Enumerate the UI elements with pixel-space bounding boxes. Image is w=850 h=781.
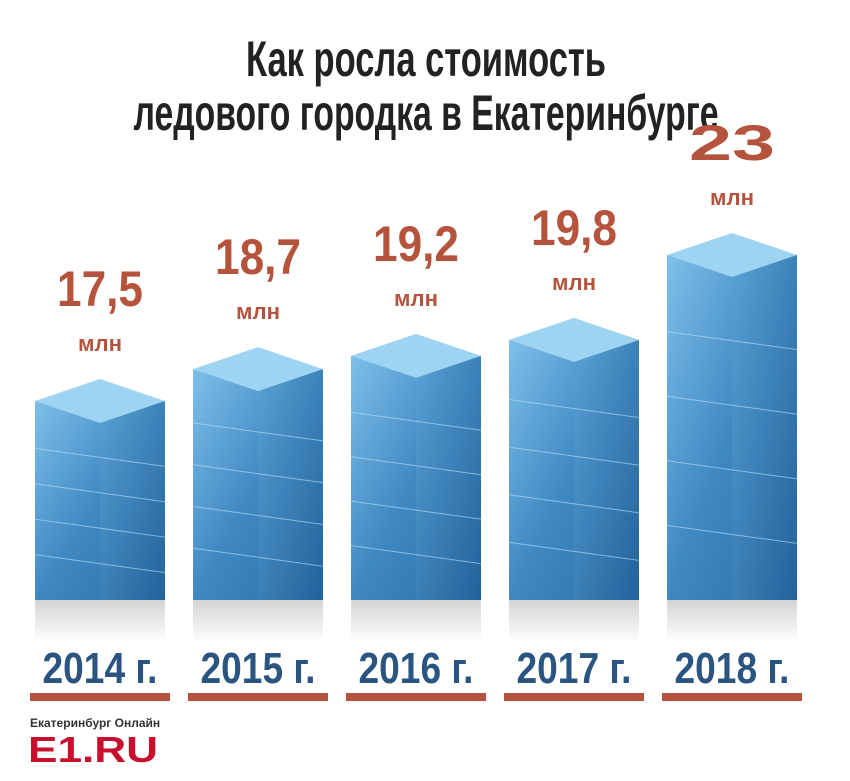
ice-crack bbox=[666, 331, 798, 351]
ice-crack bbox=[192, 547, 324, 567]
pedestal bbox=[351, 600, 481, 642]
x-tick-label: 2017 г. bbox=[517, 644, 632, 693]
ice-crack bbox=[666, 395, 798, 415]
value-label: 18,7 bbox=[215, 229, 301, 285]
bar-side bbox=[574, 339, 639, 600]
category-underline bbox=[346, 693, 486, 701]
bar-top bbox=[509, 317, 639, 362]
value-label: 19,8 bbox=[531, 200, 617, 256]
value-unit: млн bbox=[236, 299, 280, 324]
ice-crack bbox=[192, 505, 324, 525]
ice-crack bbox=[34, 518, 166, 538]
bar-side bbox=[100, 400, 165, 600]
value-unit: млн bbox=[394, 286, 438, 311]
bar-side bbox=[258, 369, 323, 600]
bar-top bbox=[35, 378, 165, 423]
ice-crack bbox=[350, 500, 482, 520]
x-tick-label: 2018 г. bbox=[675, 644, 790, 693]
chart-title: Как росла стоимость bbox=[246, 31, 606, 87]
pedestal bbox=[509, 600, 639, 642]
x-tick-label: 2016 г. bbox=[359, 644, 474, 693]
ice-crack bbox=[192, 464, 324, 484]
ice-crack bbox=[350, 456, 482, 476]
value-unit: млн bbox=[78, 331, 122, 356]
pedestal bbox=[193, 600, 323, 642]
ice-crack bbox=[508, 446, 640, 466]
value-label: 23 bbox=[689, 115, 775, 171]
bar-top bbox=[667, 233, 797, 277]
category-underline bbox=[662, 693, 802, 701]
ice-crack bbox=[34, 483, 166, 503]
category-underline bbox=[188, 693, 328, 701]
ice-crack bbox=[34, 447, 166, 467]
bar-side bbox=[732, 255, 797, 600]
ice-crack bbox=[508, 541, 640, 561]
chart-title: ледового городка в Екатеринбурге bbox=[134, 85, 719, 141]
pedestal bbox=[667, 600, 797, 642]
ice-crack bbox=[350, 411, 482, 431]
x-tick-label: 2014 г. bbox=[43, 644, 158, 693]
ice-crack bbox=[508, 494, 640, 514]
value-unit: млн bbox=[552, 270, 596, 295]
bar-side bbox=[416, 355, 481, 600]
ice-crack bbox=[350, 545, 482, 565]
value-label: 17,5 bbox=[57, 261, 143, 317]
value-unit: млн bbox=[710, 185, 754, 210]
pedestal bbox=[35, 600, 165, 642]
ice-crack bbox=[34, 554, 166, 574]
ice-crack bbox=[666, 524, 798, 544]
x-tick-label: 2015 г. bbox=[201, 644, 316, 693]
category-underline bbox=[504, 693, 644, 701]
ice-crack bbox=[192, 422, 324, 442]
value-label: 19,2 bbox=[373, 216, 459, 272]
bar-top bbox=[193, 347, 323, 392]
logo-tagline: Екатеринбург Онлайн bbox=[30, 716, 160, 730]
ice-crack bbox=[666, 460, 798, 480]
logo-name: E1.RU bbox=[28, 729, 158, 770]
bar-top bbox=[351, 333, 481, 378]
ice-crack bbox=[508, 399, 640, 419]
category-underline bbox=[30, 693, 170, 701]
